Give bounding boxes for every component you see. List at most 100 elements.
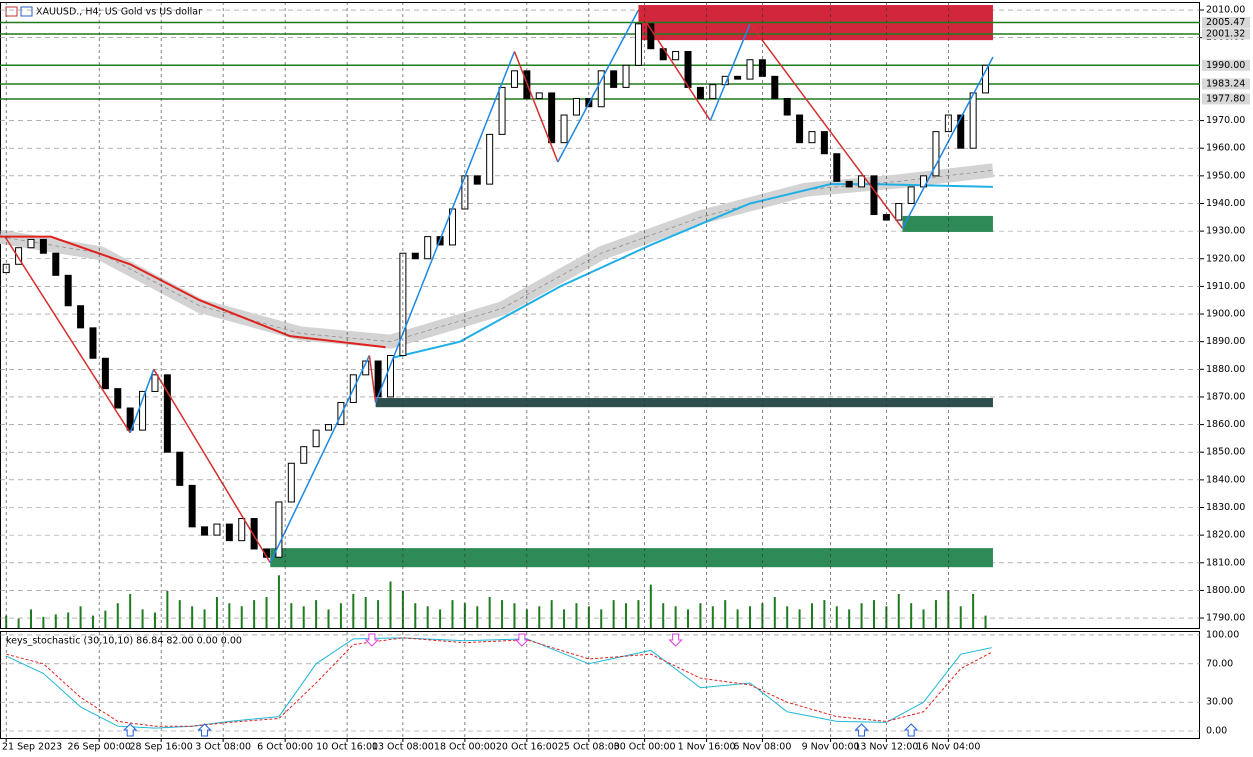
volume-bar: [649, 584, 652, 628]
zigzag-segment: [637, 9, 711, 121]
y-tick-label: 1790.00: [1206, 613, 1245, 624]
y-tick-label: 1930.00: [1206, 226, 1245, 237]
candle-body: [139, 390, 147, 431]
volume-bar: [513, 603, 516, 628]
volume-bar: [872, 600, 875, 628]
x-tick-label: 13 Oct 08:00: [372, 742, 434, 753]
y-tick-label: 1870.00: [1206, 391, 1245, 402]
candle-body: [89, 327, 97, 359]
candle-body: [696, 86, 704, 99]
candle-body: [312, 429, 320, 448]
candle-body: [610, 70, 618, 88]
volume-bar: [612, 600, 615, 628]
signal-arrow-up: [122, 723, 138, 737]
volume-bar: [810, 603, 813, 628]
candle-body: [126, 407, 134, 431]
chart-title: XAUUSD., H4: US Gold vs US dollar: [36, 7, 202, 18]
level-label-bg: [1202, 59, 1250, 71]
x-tick-label: 26 Sep 00:00: [67, 742, 130, 753]
moving-average: [390, 183, 993, 360]
signal-arrow-down: [364, 633, 380, 647]
candle-body: [560, 114, 568, 144]
y-tick-label: 1810.00: [1206, 557, 1245, 568]
candle-body: [535, 92, 543, 99]
candle-body: [845, 180, 853, 188]
y-tick-label: 0.00: [1206, 725, 1227, 736]
volume-bar: [959, 606, 962, 628]
level-label: 2005.47: [1206, 17, 1245, 28]
zigzag-segment: [368, 355, 377, 403]
candle-body: [634, 23, 642, 66]
stochastic-line: [6, 637, 992, 727]
volume-bar: [166, 590, 169, 628]
volume-bar: [600, 609, 603, 628]
zigzag-segment: [901, 56, 994, 229]
candle-body: [932, 131, 940, 177]
volume-bar: [476, 606, 479, 628]
volume-bar: [984, 615, 987, 628]
volume-bar: [749, 606, 751, 628]
volume-bar: [662, 603, 665, 628]
candle-body: [27, 238, 35, 249]
zone: [375, 398, 993, 408]
level-label: 2001.32: [1206, 29, 1245, 40]
level-label-bg: [1202, 17, 1250, 29]
zigzag-segment: [269, 355, 371, 564]
y-tick-label: 1940.00: [1206, 198, 1245, 209]
x-tick-label: 18 Oct 00:00: [434, 742, 496, 753]
volume-bar: [687, 609, 690, 628]
y-tick-label: 1880.00: [1206, 364, 1245, 375]
volume-bar: [315, 600, 318, 628]
candle-body: [746, 59, 754, 80]
zigzag-segment: [129, 369, 155, 434]
x-tick-label: 13 Nov 12:00: [854, 742, 918, 753]
volume-bar: [215, 597, 218, 628]
candle-body: [820, 131, 828, 155]
indicator-title: keys_stochastic (30,10,10) 86.84 82.00 0…: [6, 636, 242, 647]
zigzag-segment: [749, 23, 904, 229]
volume-bar: [724, 600, 727, 628]
candle-body: [969, 92, 977, 149]
volume-bar: [488, 597, 491, 628]
y-tick-label: 1890.00: [1206, 336, 1245, 347]
candle-body: [188, 484, 196, 528]
volume-bar: [625, 603, 628, 628]
icon: [5, 6, 18, 17]
volume-bar: [736, 609, 739, 628]
candle-body: [163, 374, 171, 453]
candle-body: [672, 50, 680, 61]
volume-bar: [17, 618, 20, 628]
volume-bar: [253, 600, 256, 628]
volume-bar: [798, 609, 801, 628]
candle-body: [771, 75, 779, 99]
volume-bar: [538, 606, 541, 628]
zigzag-segment: [513, 51, 559, 163]
candle-body: [486, 133, 494, 185]
icon: [20, 6, 33, 17]
volume-bar: [153, 612, 156, 628]
candle-body: [957, 114, 965, 149]
volume-bar: [178, 600, 181, 628]
y-tick-label: 1860.00: [1206, 419, 1245, 430]
volume-bar: [699, 603, 702, 628]
candle-body: [213, 523, 221, 536]
candle-body: [982, 64, 990, 94]
volume-bar: [240, 606, 243, 628]
candle-body: [101, 357, 109, 390]
volume-bar: [42, 616, 45, 628]
candle-body: [151, 374, 159, 392]
volume-bar: [835, 606, 838, 628]
candle-body: [325, 424, 333, 431]
x-tick-label: 16 Nov 04:00: [916, 742, 980, 753]
volume-bar: [501, 600, 504, 628]
band-center: [0, 169, 994, 343]
zigzag-segment: [374, 51, 516, 403]
zone: [902, 215, 993, 232]
volume-bar: [327, 609, 330, 628]
level-label: 1990.00: [1206, 60, 1245, 71]
x-tick-label: 6 Oct 00:00: [257, 742, 313, 753]
candle-body: [548, 92, 556, 144]
candle-body: [858, 175, 866, 188]
candle-body: [622, 64, 630, 88]
